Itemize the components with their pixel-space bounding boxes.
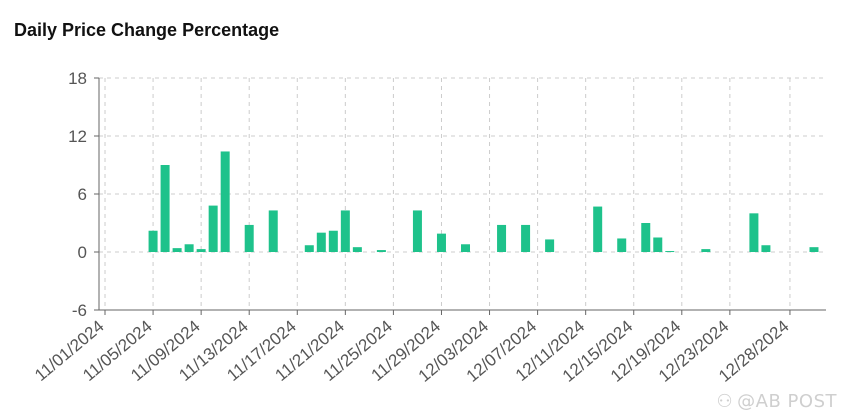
bar	[340, 210, 350, 252]
bar	[328, 230, 338, 252]
bar	[809, 247, 819, 252]
watermark-logo-icon: ⚇	[716, 391, 734, 412]
bar	[304, 245, 314, 252]
x-axis: 11/01/202411/05/202411/09/202411/13/2024…	[31, 309, 826, 386]
bar	[461, 244, 471, 252]
bar	[497, 224, 507, 252]
bar	[749, 213, 759, 252]
bar	[545, 239, 555, 252]
bar	[184, 244, 194, 252]
bar	[220, 151, 230, 252]
y-tick-label: 0	[78, 243, 87, 262]
y-tick-label: 6	[78, 185, 87, 204]
bar	[436, 233, 446, 252]
bar	[196, 249, 206, 252]
bar	[593, 206, 603, 252]
bar	[617, 238, 627, 252]
bars	[148, 151, 819, 253]
bar	[316, 232, 326, 252]
bar	[521, 224, 531, 252]
watermark-text: @AB POST	[737, 391, 837, 412]
watermark: ⚇ @AB POST	[717, 391, 837, 412]
bar	[352, 247, 362, 252]
bar	[376, 250, 386, 252]
bar	[653, 237, 663, 252]
bar	[701, 249, 711, 252]
y-axis: -6 0 6 12 18	[68, 69, 100, 320]
bar	[268, 210, 278, 252]
bar	[172, 248, 182, 252]
chart-title: Daily Price Change Percentage	[14, 20, 280, 40]
y-tick-label: -6	[72, 301, 87, 320]
bar	[412, 210, 422, 252]
bar	[208, 205, 218, 252]
y-tick-label: 12	[68, 127, 87, 146]
bar	[148, 230, 158, 252]
bar	[665, 251, 675, 253]
bar	[761, 245, 771, 252]
bar	[641, 223, 651, 252]
y-tick-label: 18	[68, 69, 87, 88]
grid-lines	[99, 77, 826, 311]
bar	[244, 224, 254, 252]
bar	[160, 165, 170, 252]
